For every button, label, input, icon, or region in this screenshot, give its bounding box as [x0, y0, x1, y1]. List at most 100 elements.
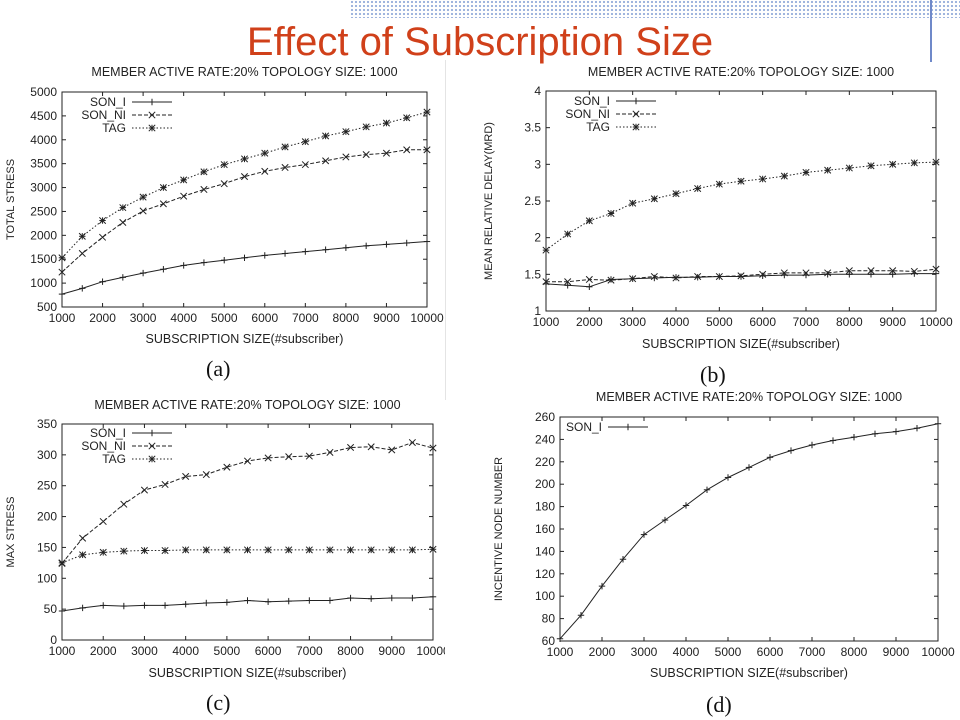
plot-frame — [61, 91, 428, 308]
data-point — [694, 272, 702, 281]
data-point — [119, 218, 127, 226]
data-point — [694, 274, 701, 281]
x-tick-label: 10000 — [921, 645, 955, 659]
x-tick-label: 3000 — [131, 644, 158, 658]
x-tick-label: 1000 — [547, 645, 574, 659]
data-point — [78, 249, 86, 258]
data-point — [141, 602, 148, 609]
data-point — [850, 433, 858, 441]
data-point — [586, 283, 593, 290]
data-point — [161, 480, 169, 489]
data-point — [703, 486, 711, 493]
x-axis-label: SUBSCRIPTION SIZE(#subscriber) — [642, 337, 840, 351]
data-point — [180, 192, 188, 200]
x-tick-label: 3000 — [631, 645, 658, 659]
caption-b: (b) — [700, 362, 726, 387]
data-point — [326, 546, 334, 554]
data-point — [629, 275, 637, 283]
x-axis-label: SUBSCRIPTION SIZE(#subscriber) — [149, 666, 347, 680]
x-axis-label: SUBSCRIPTION SIZE(#subscriber) — [146, 332, 344, 346]
data-point — [58, 607, 66, 615]
x-tick-label: 5000 — [706, 315, 733, 329]
data-point — [808, 441, 816, 449]
data-point — [223, 546, 231, 554]
data-point — [78, 232, 86, 240]
data-point — [403, 146, 411, 154]
series-son-i — [58, 238, 431, 298]
x-tick-label: 5000 — [715, 645, 742, 659]
x-tick-label: 3000 — [130, 311, 157, 325]
data-point — [388, 546, 396, 554]
data-point — [737, 272, 745, 280]
data-point — [100, 602, 107, 609]
data-point — [423, 146, 431, 154]
x-axis-label: SUBSCRIPTION SIZE(#subscriber) — [650, 666, 848, 680]
data-point — [139, 207, 147, 215]
legend-label: TAG — [102, 452, 126, 466]
data-point — [403, 239, 410, 247]
data-point — [261, 167, 269, 175]
data-point — [737, 177, 745, 185]
data-point — [824, 269, 832, 277]
data-point — [745, 464, 753, 471]
data-point — [140, 546, 148, 555]
y-tick-label: 260 — [535, 410, 555, 424]
series-son-i — [556, 420, 942, 642]
y-tick-label: 1 — [534, 304, 541, 318]
x-tick-label: 1000 — [49, 311, 76, 325]
y-tick-label: 250 — [37, 479, 57, 493]
header-accent-line — [930, 0, 932, 62]
data-point — [182, 601, 189, 608]
data-point — [585, 275, 593, 284]
data-point — [409, 594, 416, 602]
data-point — [58, 290, 66, 298]
legend-marker — [632, 97, 640, 105]
x-tick-label: 4000 — [172, 644, 199, 658]
data-point — [285, 546, 293, 554]
data-point — [159, 184, 167, 192]
chart-title: MEMBER ACTIVE RATE:20% TOPOLOGY SIZE: 10… — [588, 65, 894, 79]
x-tick-label: 6000 — [251, 311, 278, 325]
data-point — [347, 594, 354, 602]
x-tick-label: 4000 — [663, 315, 690, 329]
series-son-i — [58, 593, 437, 615]
data-point — [640, 531, 648, 538]
data-point — [846, 271, 853, 278]
data-point — [619, 556, 627, 563]
legend-label: SON_NI — [81, 439, 126, 453]
data-point — [302, 248, 309, 255]
x-tick-label: 7000 — [292, 311, 319, 325]
y-tick-label: 100 — [535, 589, 555, 603]
data-point — [139, 269, 147, 277]
data-point — [161, 546, 169, 555]
data-point — [342, 128, 350, 136]
x-tick-label: 7000 — [296, 644, 323, 658]
data-point — [585, 217, 593, 225]
y-tick-label: 2.5 — [524, 194, 541, 208]
y-tick-label: 2500 — [30, 204, 57, 218]
x-tick-label: 1000 — [533, 315, 560, 329]
x-tick-label: 9000 — [373, 311, 400, 325]
data-point — [99, 216, 107, 225]
data-point — [244, 597, 251, 604]
legend-marker — [624, 423, 632, 431]
y-tick-label: 140 — [535, 544, 555, 558]
caption-c: (c) — [206, 690, 231, 715]
data-point — [58, 559, 66, 567]
y-tick-label: 300 — [37, 448, 57, 462]
data-point — [932, 270, 940, 277]
data-point — [220, 161, 228, 169]
data-point — [737, 273, 745, 280]
data-point — [759, 270, 767, 278]
data-point — [759, 272, 766, 279]
series-tag — [58, 545, 437, 567]
data-point — [867, 271, 875, 278]
data-point — [79, 285, 86, 292]
y-axis-label: MEAN RELATIVE DELAY(MRD) — [483, 122, 495, 280]
x-tick-label: 10000 — [410, 311, 444, 325]
data-point — [99, 233, 107, 241]
data-point — [281, 163, 289, 172]
series-line — [559, 423, 939, 640]
x-tick-label: 2000 — [90, 644, 117, 658]
header-dot-stripe — [350, 0, 960, 18]
